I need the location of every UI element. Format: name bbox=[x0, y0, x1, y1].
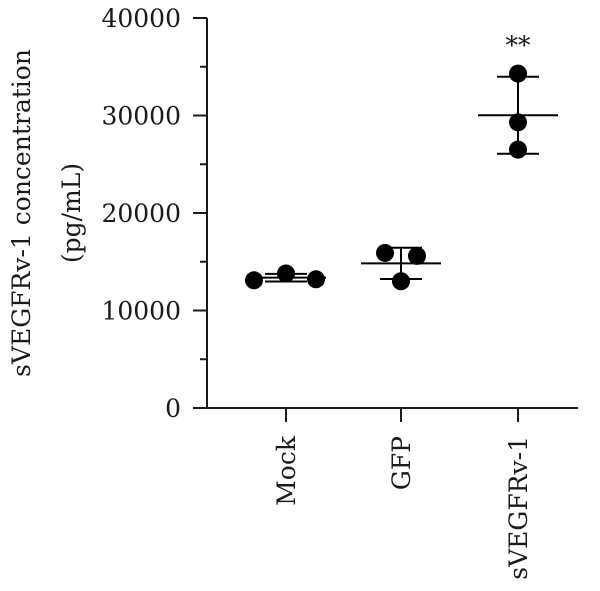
group-gfp bbox=[361, 243, 441, 291]
y-axis-unit: (pg/mL) bbox=[57, 163, 86, 263]
y-tick-label: 20000 bbox=[101, 199, 181, 228]
data-point bbox=[277, 264, 295, 283]
y-tick-label: 10000 bbox=[101, 297, 181, 326]
x-tick-label: sVEGFRv-1 bbox=[504, 436, 533, 580]
data-point bbox=[509, 140, 527, 159]
x-axis: Mock GFP sVEGFRv-1 bbox=[207, 407, 578, 580]
group-mock bbox=[245, 264, 326, 290]
data-point bbox=[245, 271, 263, 290]
data-point bbox=[408, 246, 426, 265]
data-point bbox=[392, 272, 410, 291]
significance-label: ** bbox=[506, 31, 532, 60]
x-tick-label: GFP bbox=[387, 436, 416, 490]
y-tick-label: 40000 bbox=[101, 4, 181, 33]
data-point bbox=[509, 64, 527, 83]
x-tick-label: Mock bbox=[272, 435, 301, 506]
y-axis-title: sVEGFRv-1 concentration bbox=[7, 49, 36, 377]
plot-area: ** bbox=[245, 31, 558, 291]
group-svegfrv-1: ** bbox=[478, 31, 558, 159]
y-axis: 0 10000 20000 30000 40000 bbox=[101, 4, 208, 423]
y-tick-label: 0 bbox=[165, 394, 181, 423]
y-tick-label: 30000 bbox=[101, 102, 181, 131]
data-point bbox=[307, 270, 325, 289]
data-point bbox=[376, 243, 394, 262]
data-point bbox=[509, 113, 527, 132]
